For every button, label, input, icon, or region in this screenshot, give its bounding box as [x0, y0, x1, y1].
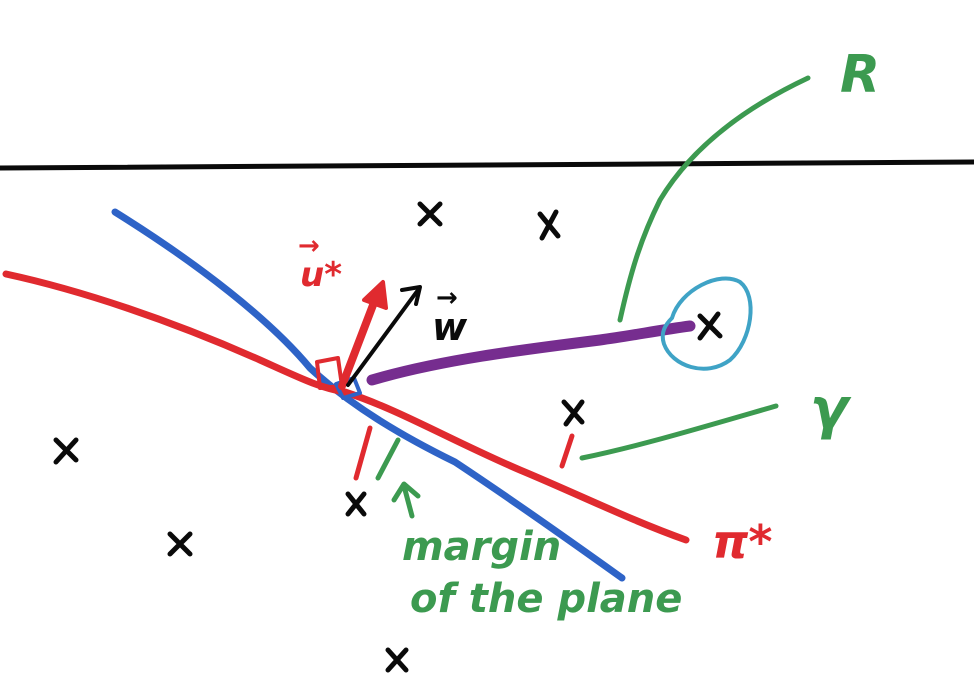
data-point: [53, 437, 79, 465]
cyan-circle-marker: [660, 276, 753, 371]
red-margin-tick: [353, 425, 373, 481]
green-line-gamma: [579, 403, 779, 461]
data-point: [537, 209, 561, 241]
label-w: w: [432, 305, 468, 349]
red-arrow-u-star: [338, 288, 382, 390]
purple-distance-line: [366, 320, 696, 386]
data-point: [385, 647, 409, 673]
green-margin-arrow: [391, 481, 421, 519]
label-margin-line2: of the plane: [410, 576, 682, 622]
red-optimal-plane-line: [2, 270, 690, 544]
green-margin-tick: [375, 437, 401, 481]
label-pi-star: π*: [712, 515, 772, 569]
label-margin-line1: margin: [402, 524, 561, 570]
data-point: [561, 399, 585, 427]
data-point: [167, 531, 193, 557]
red-arrow-head: [362, 280, 388, 310]
label-R: R: [840, 45, 880, 105]
data-point: [417, 201, 443, 227]
green-line-R: [617, 75, 811, 323]
label-u-arrow: →: [298, 231, 320, 261]
label-u-star: u*: [300, 255, 342, 295]
data-point: [697, 311, 723, 341]
data-points: [53, 201, 723, 673]
black-arrow-head: [400, 285, 422, 306]
data-point: [345, 491, 367, 517]
label-w-arrow: →: [436, 283, 458, 313]
blue-hyperplane-line: [111, 208, 626, 582]
label-gamma: γ: [810, 377, 852, 442]
black-arrow-w: [346, 288, 420, 387]
red-gamma-tick: [559, 433, 575, 469]
horizon-line: [0, 159, 974, 171]
